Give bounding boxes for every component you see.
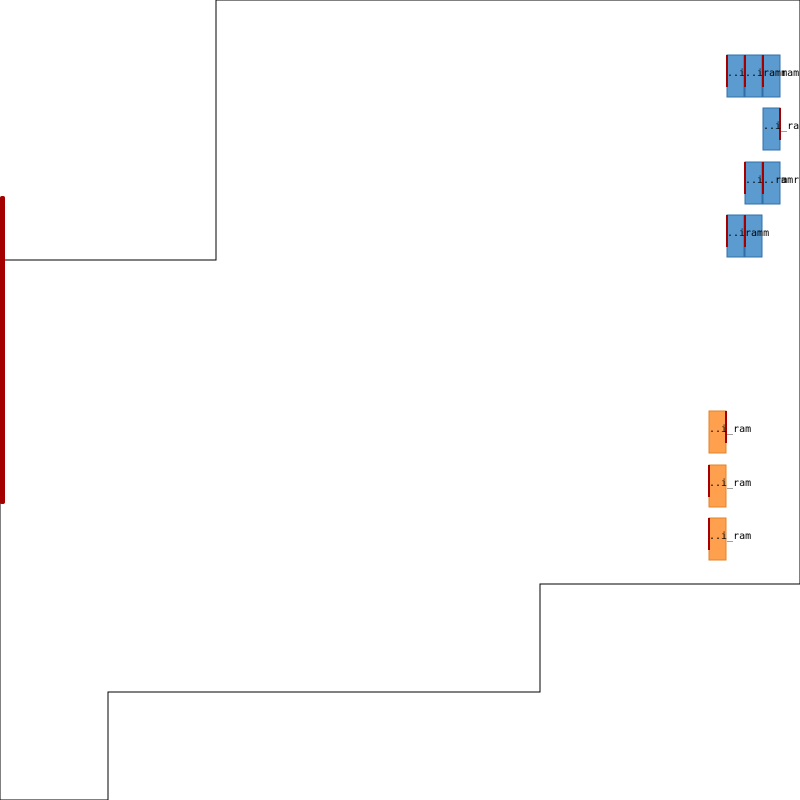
macro-label: ..i_ram: [709, 531, 751, 542]
macro-layer: ..i_ram ..i_ram ramram ..i_ram ..i_ram ..ramr…: [708, 54, 800, 561]
macro-label: ..i_ram: [709, 424, 751, 435]
left-pin-bar: [0, 196, 5, 504]
macro-label: ramram: [763, 68, 799, 79]
macro-block[interactable]: ram: [744, 214, 763, 258]
macro-block[interactable]: ..i_ram: [708, 410, 751, 454]
macro-label: ram: [745, 228, 763, 239]
macro-label: ..i_ram: [709, 478, 751, 489]
macro-label: ..ramram: [763, 175, 800, 186]
macro-label: ..i_ram: [763, 121, 800, 132]
macro-block[interactable]: ..i_ram: [708, 517, 751, 561]
macro-block[interactable]: ramram: [762, 54, 799, 98]
macro-block[interactable]: ..i_ram: [762, 107, 800, 151]
macro-block[interactable]: ..ramram: [762, 161, 800, 205]
macro-block[interactable]: ..i_ram: [708, 464, 751, 508]
